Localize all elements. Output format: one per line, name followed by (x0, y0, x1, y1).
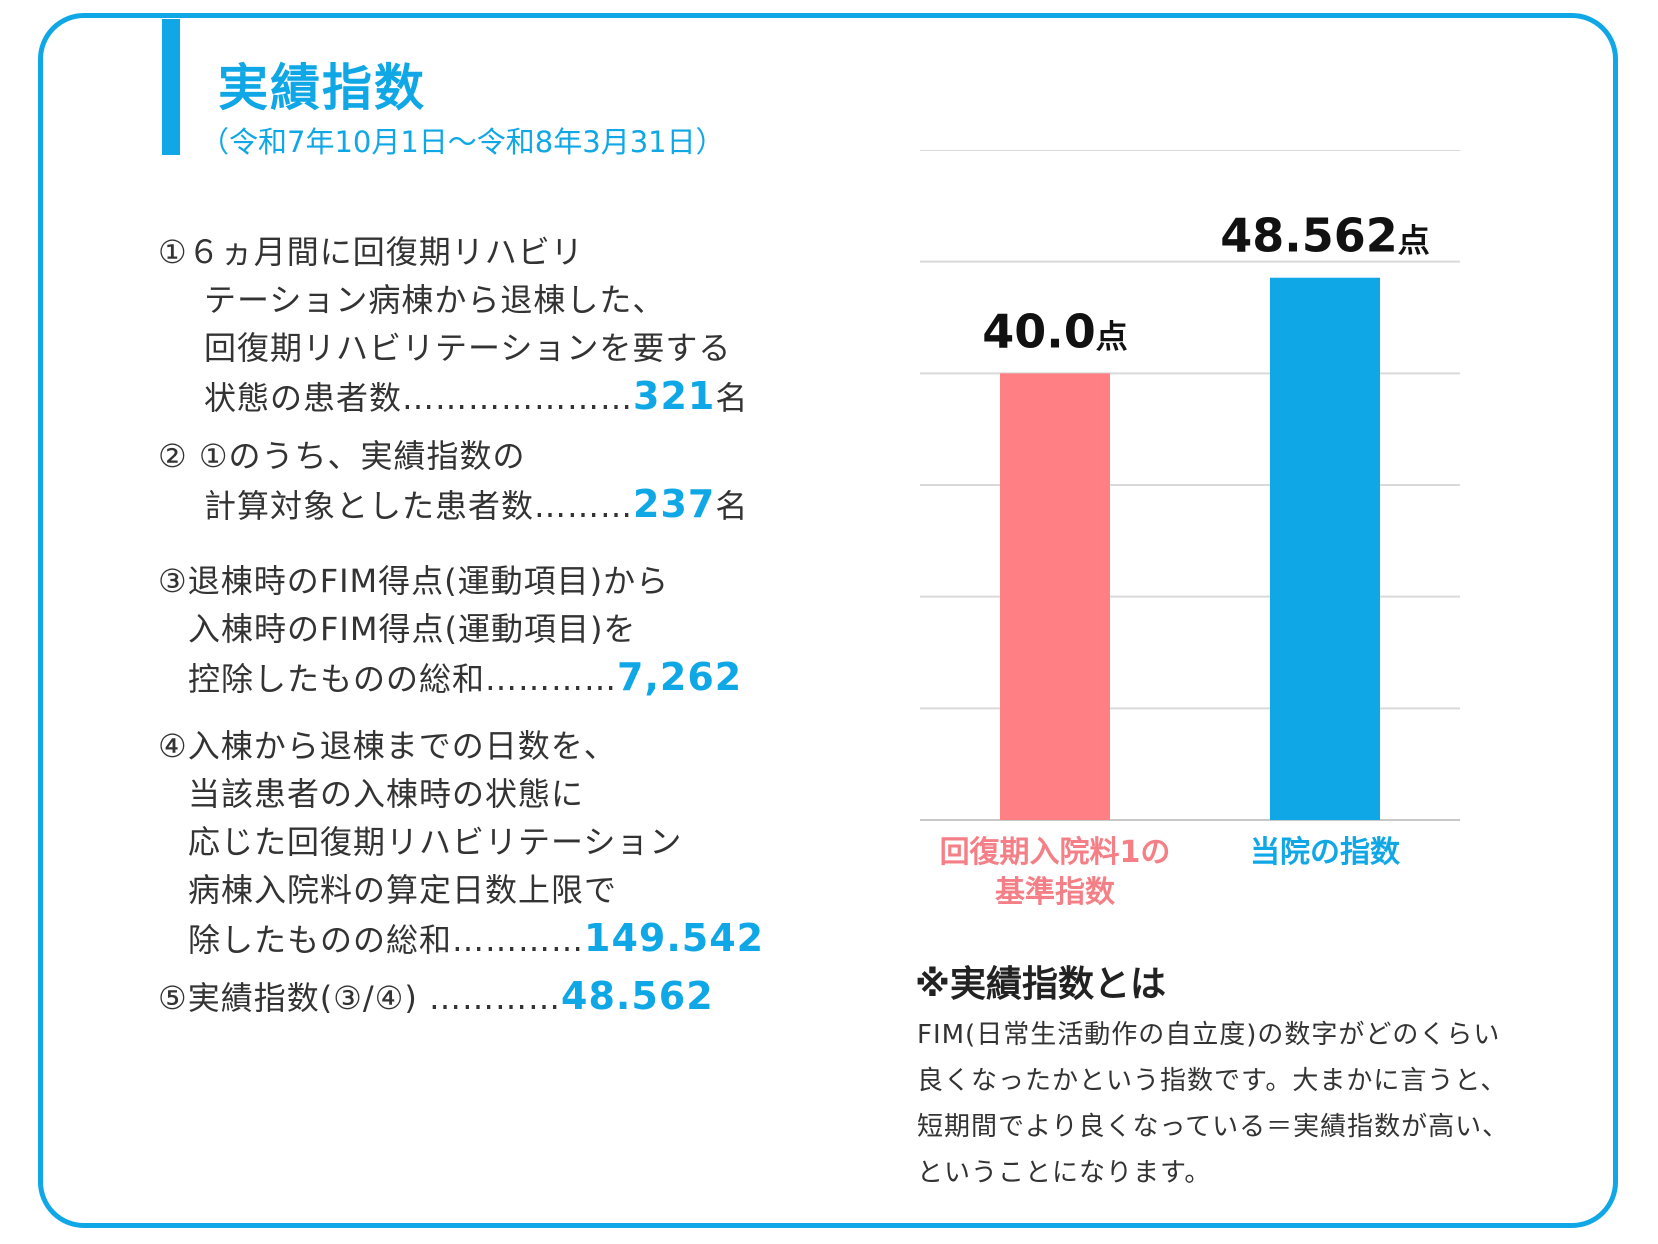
metric-item-value: 321 (633, 374, 716, 418)
metric-item-3: ③退棟時のFIM得点(運動項目)から 入棟時のFIM得点(運動項目)を 控除したもの… (158, 557, 742, 703)
bar (1270, 277, 1380, 820)
metric-item-line: 回復期リハビリテーションを要する (204, 329, 732, 367)
metric-item-line: ①６ヵ月間に回復期リハビリ (158, 233, 584, 271)
category-label: 回復期入院料1の基準指数 (940, 835, 1171, 910)
content-frame (38, 13, 1618, 1228)
metric-item-line: ③退棟時のFIM得点(運動項目)から (158, 562, 670, 600)
bar-value-unit: 点 (1398, 222, 1430, 260)
note-line: 短期間でより良くなっている＝実績指数が高い、 (917, 1112, 1510, 1142)
metric-item-line: ② ①のうち、実績指数の (158, 437, 526, 475)
metric-item-line: ④入棟から退棟までの日数を、 (158, 727, 617, 765)
bar (1000, 373, 1110, 820)
metric-item-unit: 名 (715, 487, 749, 525)
bar-value-number: 40.0 (982, 304, 1096, 358)
metric-item-5: ⑤実績指数(③/④) …………48.562 (158, 972, 714, 1022)
title-accent-bar (162, 19, 180, 155)
category-label-line: 基準指数 (995, 875, 1116, 910)
metric-item-line: 入棟時のFIM得点(運動項目)を (188, 610, 637, 648)
metric-item-result-line: 計算対象とした患者数………237名 (158, 480, 748, 530)
metric-item-label: 控除したものの総和………… (188, 660, 618, 698)
metric-item-label: 除したものの総和………… (188, 921, 585, 959)
note-title: ※実績指数とは (915, 964, 1166, 1005)
metric-item-value: 237 (633, 482, 716, 526)
metric-item-line: 病棟入院料の算定日数上限で (188, 871, 618, 909)
metric-item-value: 7,262 (617, 655, 743, 699)
note-line: ということになります。 (917, 1158, 1212, 1188)
metric-item-unit: 名 (715, 379, 749, 417)
metric-item-line: 応じた回復期リハビリテーション (188, 823, 683, 861)
metric-item-line: 当該患者の入棟時の状態に (188, 775, 585, 813)
category-label-line: 当院の指数 (1250, 835, 1401, 870)
metric-item-1: ①６ヵ月間に回復期リハビリテーション病棟から退棟した、回復期リハビリテーションを… (158, 228, 748, 422)
metric-item-result-line: ⑤実績指数(③/④) …………48.562 (158, 972, 714, 1022)
bar-value-label: 48.562点 (1220, 209, 1430, 263)
metric-item-label: 状態の患者数………………… (204, 379, 634, 417)
note-line: FIM(日常生活動作の自立度)の数字がどのくらい (917, 1020, 1501, 1050)
metric-item-result-line: 除したものの総和…………149.542 (158, 914, 764, 964)
category-label-line: 回復期入院料1の (940, 835, 1171, 870)
metric-item-line: テーション病棟から退棟した、 (204, 281, 666, 319)
metric-item-result-line: 控除したものの総和…………7,262 (158, 653, 742, 703)
metric-item-4: ④入棟から退棟までの日数を、 当該患者の入棟時の状態に応じた回復期リハビリテーショ… (158, 722, 764, 964)
note-body: FIM(日常生活動作の自立度)の数字がどのくらい 良くなったかという指数です。大ま… (917, 1012, 1557, 1196)
category-label: 当院の指数 (1250, 835, 1401, 870)
period-subtitle: （令和7年10月1日～令和8年3月31日） (200, 125, 725, 159)
bar-value-label: 40.0点 (982, 304, 1128, 358)
bar-value-number: 48.562 (1220, 209, 1398, 263)
metric-item-2: ② ①のうち、実績指数の計算対象とした患者数………237名 (158, 432, 748, 530)
page-title: 実績指数 (218, 59, 426, 117)
metric-item-value: 149.542 (584, 916, 765, 960)
metric-item-label: 計算対象とした患者数……… (204, 487, 634, 525)
metric-item-result-line: 状態の患者数…………………321名 (158, 372, 748, 422)
metric-item-value: 48.562 (561, 974, 714, 1018)
metric-item-label: ⑤実績指数(③/④) ………… (158, 979, 561, 1017)
note-line: 良くなったかという指数です。大まかに言うと、 (917, 1066, 1508, 1096)
bar-value-unit: 点 (1096, 317, 1128, 355)
